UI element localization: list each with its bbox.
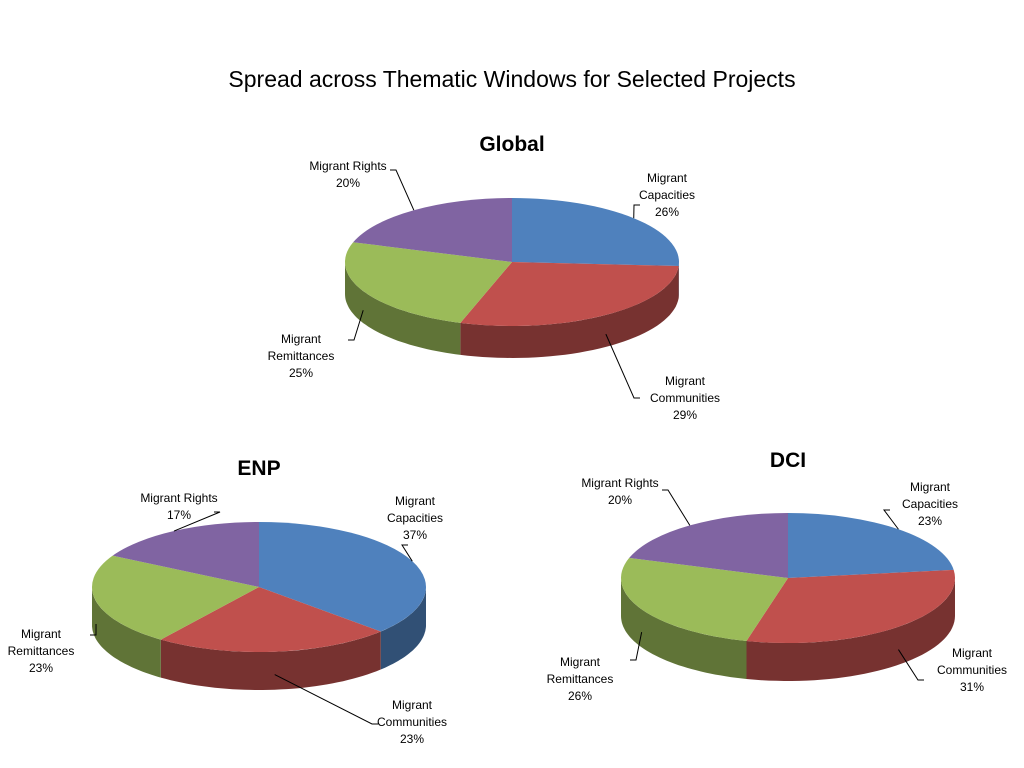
slice-value: 26% — [567, 689, 593, 703]
leader-line — [662, 489, 691, 526]
pie-side — [621, 578, 747, 679]
leader-line — [274, 674, 378, 725]
pie-side — [160, 631, 381, 690]
chart-title: DCI — [769, 449, 807, 472]
slice-value: 23% — [917, 514, 943, 528]
slice-value: 31% — [959, 680, 985, 694]
pie-slice — [621, 557, 788, 641]
page-title: Spread across Thematic Windows for Selec… — [228, 66, 796, 92]
pie-slice — [629, 513, 788, 578]
slice-category: Migrant Capacities — [638, 171, 696, 202]
slice-value: 23% — [28, 661, 54, 675]
pie-slice — [788, 513, 954, 578]
slice-value: 37% — [402, 528, 428, 542]
slice-category: Migrant Rights — [309, 159, 387, 173]
slice-category: Migrant Communities — [376, 698, 448, 729]
leader-line — [633, 204, 640, 219]
pie-slice — [259, 522, 426, 632]
slice-category: Migrant Capacities — [901, 480, 959, 511]
leader-line — [605, 333, 640, 399]
pie-slice — [92, 555, 259, 640]
leader-line — [173, 511, 221, 532]
slice-category: Migrant Remittances — [546, 655, 614, 686]
leader-line — [401, 544, 413, 562]
slice-category: Migrant Communities — [649, 374, 721, 405]
leader-line — [90, 623, 97, 636]
slice-value: 17% — [166, 508, 192, 522]
slice-value: 20% — [607, 493, 633, 507]
leader-line — [898, 649, 924, 681]
pie-slice — [460, 262, 679, 327]
pie-slice — [345, 242, 512, 323]
leader-line — [882, 509, 899, 530]
slice-value: 20% — [335, 176, 361, 190]
slice-category: Migrant Remittances — [7, 627, 75, 658]
leader-line — [348, 310, 364, 341]
pie-slice — [160, 587, 381, 653]
pie-side — [92, 587, 161, 678]
leader-line — [630, 632, 643, 661]
pie-slice — [353, 198, 512, 262]
slice-category: Migrant Remittances — [267, 332, 335, 363]
slice-value: 26% — [654, 205, 680, 219]
pie-slice — [512, 198, 680, 267]
pie-slice — [746, 569, 956, 643]
slice-category: Migrant Communities — [936, 646, 1008, 677]
slice-category: Migrant Rights — [140, 491, 218, 505]
slice-value: 25% — [288, 366, 314, 380]
chart-title: Global — [479, 133, 545, 156]
pie-side — [345, 262, 461, 355]
pie-side — [380, 587, 426, 670]
slice-category: Migrant Rights — [581, 476, 659, 490]
pie-side — [746, 578, 955, 681]
slice-category: Migrant Capacities — [386, 494, 444, 525]
chart-title: ENP — [237, 457, 281, 480]
slice-value: 29% — [672, 408, 698, 422]
leader-line — [390, 169, 415, 211]
pie-side — [460, 266, 679, 358]
slice-value: 23% — [399, 732, 425, 746]
pie-slice — [112, 522, 259, 587]
